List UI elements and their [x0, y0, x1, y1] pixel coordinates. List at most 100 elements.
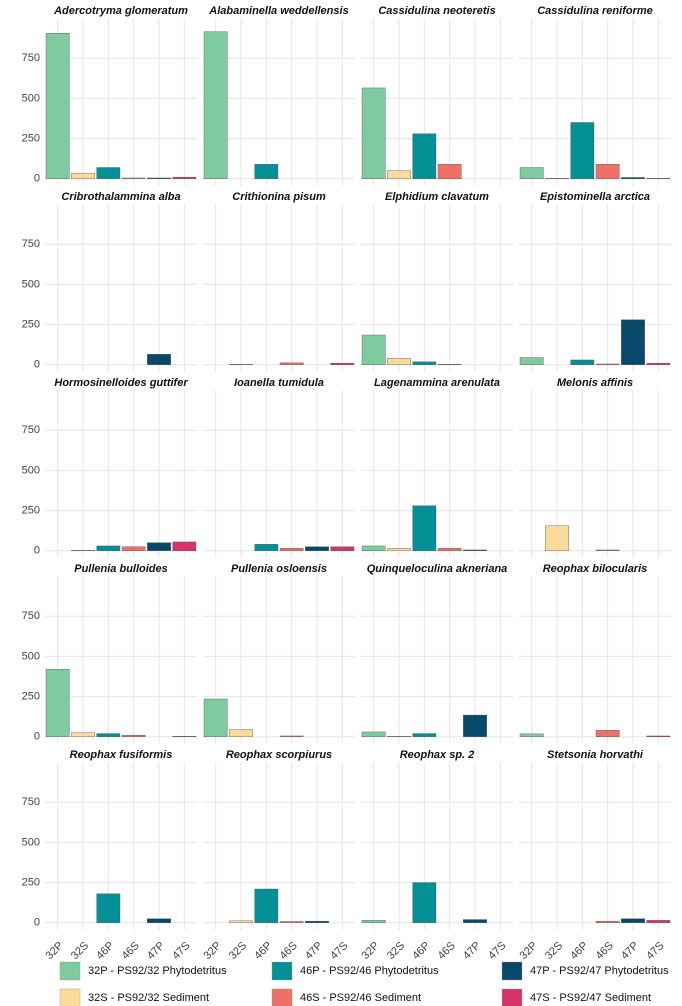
bar — [520, 358, 543, 365]
bar — [438, 548, 461, 550]
panel-title: Reophax sp. 2 — [400, 749, 475, 761]
bar — [229, 921, 252, 923]
y-tick-label: 250 — [22, 132, 40, 144]
legend-label: 46P - PS92/46 Phytodetritus — [300, 965, 439, 977]
x-tick-label: 47S — [486, 940, 508, 962]
panel-title: Reophax bilocularis — [543, 563, 648, 575]
bar — [387, 358, 410, 364]
bar — [46, 669, 69, 737]
bar — [255, 544, 278, 550]
legend-swatch — [272, 989, 292, 1006]
x-tick-label: 32P — [44, 940, 66, 962]
bar — [621, 919, 644, 923]
bar — [46, 33, 69, 178]
y-tick-label: 250 — [22, 690, 40, 702]
bar — [122, 547, 145, 551]
panel-title: Alabaminella weddellensis — [208, 5, 348, 17]
bar — [596, 164, 619, 178]
y-tick-label: 500 — [22, 464, 40, 476]
legend-swatch — [60, 962, 80, 980]
bar — [413, 362, 436, 365]
panel-title: Quinqueloculina akneriana — [367, 563, 508, 575]
x-tick-label: 32P — [518, 940, 540, 962]
chart: Adercotryma glomeratum0250500750Alabamin… — [0, 0, 682, 1006]
x-tick-label: 32S — [69, 940, 91, 962]
bar — [305, 547, 328, 551]
bar — [387, 548, 410, 550]
bar — [71, 173, 94, 179]
x-tick-label: 47P — [145, 940, 167, 962]
y-tick-label: 750 — [22, 610, 40, 622]
panel-title: Crithionina pisum — [232, 191, 326, 203]
bar — [255, 164, 278, 178]
x-tick-label: 47P — [619, 940, 641, 962]
panel-title: Cassidulina neoteretis — [378, 5, 495, 17]
panel-title: Pullenia bulloides — [74, 563, 168, 575]
bar — [280, 548, 303, 550]
bar — [204, 699, 227, 737]
bar — [647, 920, 670, 922]
bar — [280, 736, 303, 737]
bar — [571, 122, 594, 178]
bar — [122, 735, 145, 737]
bar — [362, 920, 385, 922]
bar — [463, 920, 486, 923]
y-tick-label: 750 — [22, 52, 40, 64]
panel-title: Ioanella tumidula — [234, 377, 324, 389]
legend-swatch — [272, 962, 292, 980]
y-tick-label: 0 — [34, 731, 40, 743]
panel-title: Stetsonia horvathi — [547, 749, 644, 761]
x-tick-label: 47S — [170, 940, 192, 962]
y-tick-label: 250 — [22, 876, 40, 888]
x-tick-label: 32S — [227, 940, 249, 962]
bar — [122, 178, 145, 179]
x-tick-label: 46P — [568, 940, 590, 962]
x-tick-label: 47P — [303, 940, 325, 962]
bar — [596, 550, 619, 551]
legend-label: 47S - PS92/47 Sediment — [530, 992, 651, 1004]
y-tick-label: 0 — [34, 173, 40, 185]
bar — [571, 360, 594, 365]
bar — [173, 177, 196, 179]
panel-title: Hormosinelloides guttifer — [54, 377, 188, 389]
bar — [463, 550, 486, 551]
bar — [362, 546, 385, 551]
x-tick-label: 32S — [385, 940, 407, 962]
bar — [438, 164, 461, 178]
y-tick-label: 500 — [22, 650, 40, 662]
panel-title: Reophax scorpiurus — [226, 749, 332, 761]
bar — [362, 732, 385, 737]
x-tick-label: 46S — [594, 940, 616, 962]
x-tick-label: 47P — [461, 940, 483, 962]
legend-swatch — [502, 989, 522, 1006]
bar — [413, 734, 436, 737]
x-tick-label: 32P — [360, 940, 382, 962]
legend-label: 32P - PS92/32 Phytodetritus — [88, 965, 227, 977]
bar — [463, 715, 486, 737]
x-tick-label: 32S — [543, 940, 565, 962]
bar — [647, 363, 670, 365]
y-tick-label: 500 — [22, 836, 40, 848]
y-tick-label: 750 — [22, 424, 40, 436]
y-tick-label: 750 — [22, 238, 40, 250]
bar — [387, 171, 410, 179]
legend-swatch — [502, 962, 522, 980]
y-tick-label: 250 — [22, 318, 40, 330]
bar — [647, 736, 670, 737]
bar — [97, 168, 120, 179]
legend-swatch — [60, 989, 80, 1006]
x-tick-label: 46P — [252, 940, 274, 962]
bar — [413, 883, 436, 923]
y-tick-label: 0 — [34, 545, 40, 557]
bar — [97, 734, 120, 737]
x-tick-label: 46P — [94, 940, 116, 962]
x-tick-label: 46S — [436, 940, 458, 962]
y-tick-label: 0 — [34, 359, 40, 371]
bar — [362, 88, 385, 179]
panel-title: Cribrothalammina alba — [61, 191, 180, 203]
y-tick-label: 750 — [22, 796, 40, 808]
bar — [596, 730, 619, 736]
panel-title: Epistominella arctica — [540, 191, 650, 203]
x-tick-label: 32P — [202, 940, 224, 962]
bar — [545, 526, 568, 551]
